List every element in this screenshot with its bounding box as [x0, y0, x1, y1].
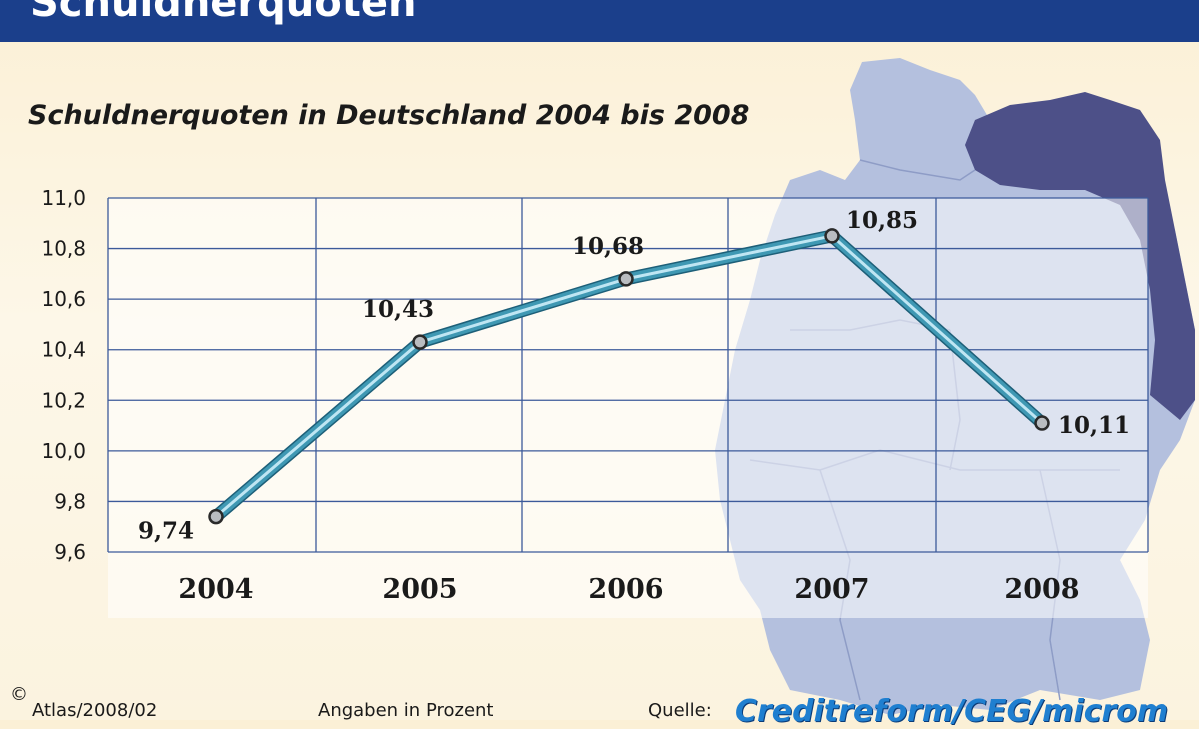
y-tick-label: 10,8: [41, 237, 86, 261]
y-tick-label: 10,6: [41, 287, 86, 311]
footer-source-label: Quelle:: [648, 700, 712, 721]
x-tick-label: 2006: [588, 574, 663, 605]
x-tick-label: 2008: [1004, 574, 1079, 605]
header-bar: Schuldnerquoten: [0, 0, 1199, 42]
y-tick-label: 10,0: [41, 439, 86, 463]
data-point-marker: [824, 228, 840, 244]
x-axis-ticks: 2004 2005 2006 2007 2008: [178, 574, 1079, 605]
y-tick-label: 11,0: [41, 186, 86, 210]
series-markers: [208, 228, 1050, 525]
data-label: 10,43: [362, 296, 434, 323]
germany-map-region-dark: [965, 92, 1195, 420]
chart-grid: [107, 197, 1149, 553]
footer-unit-note: Angaben in Prozent: [318, 700, 494, 721]
x-tick-label: 2007: [794, 574, 869, 605]
source-brand: Creditreform/CEG/microm: [735, 694, 1169, 729]
data-label: 10,85: [846, 207, 918, 234]
data-labels: 9,74 10,43 10,68 10,85 10,11: [138, 207, 1130, 545]
header-title: Schuldnerquoten: [30, 0, 417, 26]
data-label: 9,74: [138, 518, 194, 545]
data-label: 10,11: [1058, 412, 1130, 439]
y-tick-label: 10,4: [41, 338, 86, 362]
data-point-marker: [208, 508, 224, 525]
footer-code: Atlas/2008/02: [32, 700, 158, 721]
y-tick-label: 9,6: [54, 540, 86, 564]
data-label: 10,68: [572, 233, 644, 260]
copyright-mark: ©: [10, 684, 28, 705]
x-tick-label: 2005: [382, 574, 457, 605]
y-axis-ticks: 11,0 10,8 10,6 10,4 10,2 10,0 9,8 9,6: [41, 186, 86, 564]
x-tick-label: 2004: [178, 574, 253, 605]
data-point-marker: [1034, 415, 1050, 431]
chart-panel: [108, 198, 1148, 618]
data-point-marker: [618, 271, 634, 287]
y-tick-label: 9,8: [54, 489, 86, 513]
chart-title: Schuldnerquoten in Deutschland 2004 bis …: [28, 100, 750, 131]
y-tick-label: 10,2: [41, 388, 86, 412]
data-point-marker: [412, 334, 428, 350]
